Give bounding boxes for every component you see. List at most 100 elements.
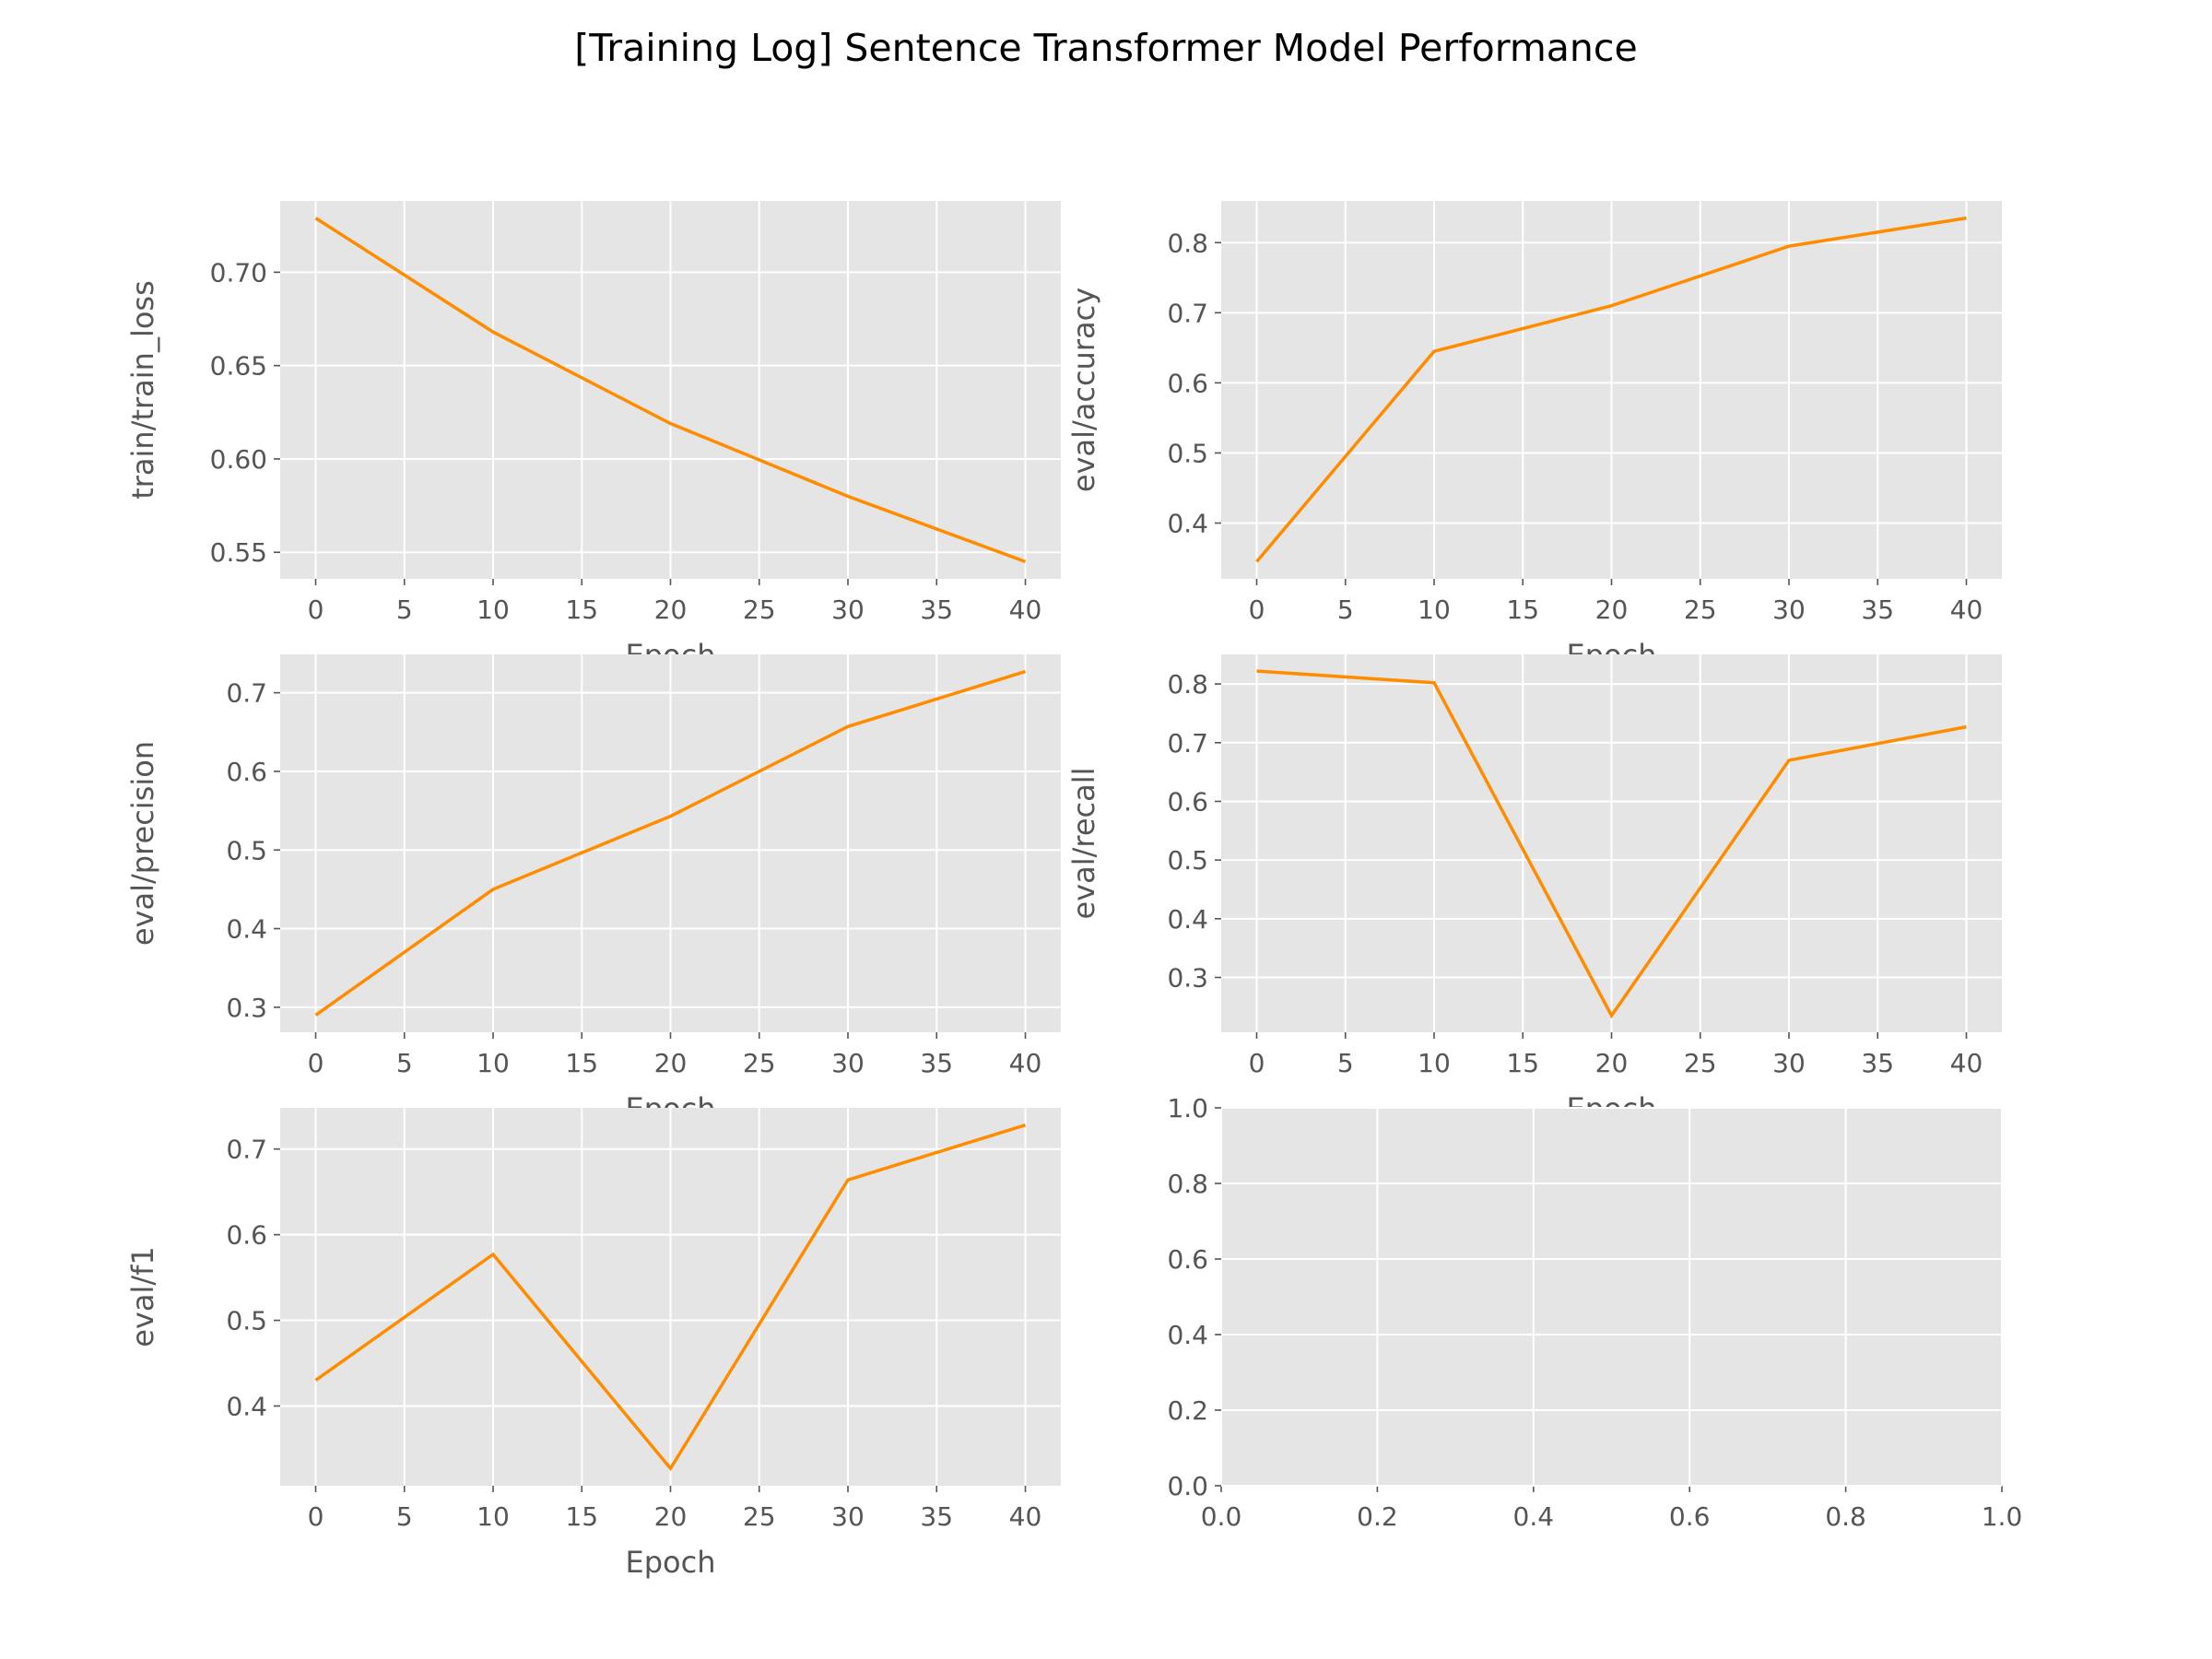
y-tick-label: 0.7 (226, 678, 267, 709)
y-tick-label: 0.6 (1167, 368, 1208, 398)
y-tick-label: 0.4 (226, 914, 267, 945)
x-tick-label: 25 (1684, 1048, 1717, 1078)
x-tick-label: 15 (1506, 1048, 1539, 1078)
x-tick-label: 10 (1418, 594, 1451, 625)
x-tick-label: 0.2 (1357, 1501, 1398, 1532)
figure-title: [Training Log] Sentence Transformer Mode… (574, 26, 1637, 70)
x-tick-label: 20 (654, 594, 688, 625)
y-tick-label: 0.8 (1167, 1169, 1208, 1199)
y-tick-label: 0.70 (210, 257, 267, 288)
y-tick-label: 0.4 (1167, 1320, 1208, 1350)
y-axis-label: eval/precision (125, 741, 160, 946)
x-tick-label: 40 (1950, 1048, 1983, 1078)
subplot-5: 0 5 10 15 20 25 30 35 40 0.4 0.5 0.6 0.7 Epoch eval/f1 (125, 1108, 1061, 1580)
x-tick-label: 1.0 (1982, 1501, 2023, 1532)
y-tick-label: 0.3 (226, 993, 267, 1023)
y-tick-label: 0.5 (1167, 438, 1208, 468)
x-tick-label: 0.6 (1669, 1501, 1711, 1532)
x-tick-label: 0.0 (1201, 1501, 1242, 1532)
y-tick-label: 0.7 (1167, 298, 1208, 328)
series-line (1256, 669, 1967, 1019)
y-axis-label: train/train_loss (125, 280, 160, 500)
x-tick-label: 30 (831, 1501, 865, 1532)
x-tick-label: 5 (1337, 1048, 1354, 1078)
x-tick-label: 35 (920, 1501, 953, 1532)
x-tick-label: 25 (743, 1048, 776, 1078)
y-tick-label: 0.5 (1167, 845, 1208, 876)
y-tick-label: 0.6 (226, 757, 267, 787)
x-tick-label: 25 (743, 594, 776, 625)
x-tick-label: 40 (1009, 1501, 1042, 1532)
y-tick-label: 0.5 (226, 835, 267, 865)
x-tick-label: 40 (1009, 594, 1042, 625)
y-axis-label: eval/accuracy (1066, 288, 1101, 492)
x-tick-label: 40 (1009, 1048, 1042, 1078)
subplot-2: 05101520253035400.40.50.60.70.8Epocheval… (1066, 201, 2002, 673)
x-tick-label: 35 (1861, 1048, 1894, 1078)
y-tick-label: 1.0 (1167, 1093, 1208, 1124)
y-tick-label: 0.8 (1167, 669, 1208, 700)
y-tick-label: 0.0 (1167, 1471, 1208, 1501)
subplot-6: 0.0 0.2 0.4 0.6 0.8 1.0 0.0 0.2 0.4 0.6 0.8 1.0 (1167, 1093, 2022, 1532)
subplot-1: 05101520253035400.550.600.650.70Epochtra… (125, 201, 1061, 673)
x-tick-label: 40 (1950, 594, 1983, 625)
y-tick-label: 0.4 (1167, 509, 1208, 539)
y-tick-label: 0.7 (226, 1135, 267, 1165)
series-line (1255, 216, 1967, 563)
x-tick-label: 15 (565, 1048, 598, 1078)
y-tick-label: 0.65 (210, 351, 267, 382)
subplot-4: 05101520253035400.30.40.50.60.70.8Epoche… (1066, 654, 2002, 1126)
x-tick-label: 20 (1595, 594, 1629, 625)
x-tick-label: 5 (396, 1048, 413, 1078)
y-tick-label: 0.3 (1167, 963, 1208, 994)
x-tick-label: 20 (654, 1501, 688, 1532)
y-tick-label: 0.4 (1167, 904, 1208, 935)
x-tick-label: 20 (654, 1048, 688, 1078)
x-tick-label: 15 (565, 1501, 598, 1532)
y-tick-label: 0.2 (1167, 1395, 1208, 1426)
x-tick-label: 5 (396, 1501, 413, 1532)
y-tick-label: 0.6 (226, 1220, 267, 1251)
x-tick-label: 0 (308, 594, 324, 625)
y-tick-label: 0.8 (1167, 228, 1208, 258)
y-tick-label: 0.6 (1167, 1244, 1208, 1275)
y-tick-label: 0.55 (210, 537, 267, 568)
x-tick-label: 5 (396, 594, 413, 625)
y-axis-label: eval/recall (1066, 767, 1101, 919)
y-tick-label: 0.7 (1167, 728, 1208, 759)
plot-area (1221, 1108, 2002, 1486)
x-tick-label: 15 (565, 594, 598, 625)
x-axis-label: Epoch (626, 1545, 716, 1580)
series-line (314, 217, 1027, 564)
x-tick-label: 30 (831, 1048, 865, 1078)
series-line (314, 1124, 1027, 1472)
x-tick-label: 35 (1861, 594, 1894, 625)
x-tick-label: 10 (477, 594, 510, 625)
y-axis-label: eval/f1 (125, 1246, 160, 1347)
x-tick-label: 30 (831, 594, 865, 625)
y-tick-label: 0.5 (226, 1306, 267, 1336)
x-tick-label: 0 (1249, 1048, 1265, 1078)
y-tick-label: 0.4 (226, 1391, 267, 1421)
x-tick-label: 10 (477, 1048, 510, 1078)
x-tick-label: 10 (1418, 1048, 1451, 1078)
x-tick-label: 0.4 (1513, 1501, 1555, 1532)
x-tick-label: 0 (308, 1048, 324, 1078)
x-tick-label: 20 (1595, 1048, 1629, 1078)
x-tick-label: 35 (920, 1048, 953, 1078)
x-tick-label: 25 (743, 1501, 776, 1532)
x-tick-label: 30 (1772, 594, 1806, 625)
x-tick-label: 35 (920, 594, 953, 625)
subplot-grid: 05101520253035400.550.600.650.70Epochtra… (125, 201, 2022, 1580)
x-tick-label: 0 (1249, 594, 1265, 625)
x-tick-label: 15 (1506, 594, 1539, 625)
x-tick-label: 0.8 (1825, 1501, 1866, 1532)
x-tick-label: 30 (1772, 1048, 1806, 1078)
x-tick-label: 5 (1337, 594, 1354, 625)
x-tick-label: 0 (308, 1501, 324, 1532)
x-tick-label: 10 (477, 1501, 510, 1532)
y-tick-label: 0.6 (1167, 786, 1208, 817)
x-tick-label: 25 (1684, 594, 1717, 625)
subplot-3: 05101520253035400.30.40.50.60.7Epocheval… (125, 654, 1061, 1126)
